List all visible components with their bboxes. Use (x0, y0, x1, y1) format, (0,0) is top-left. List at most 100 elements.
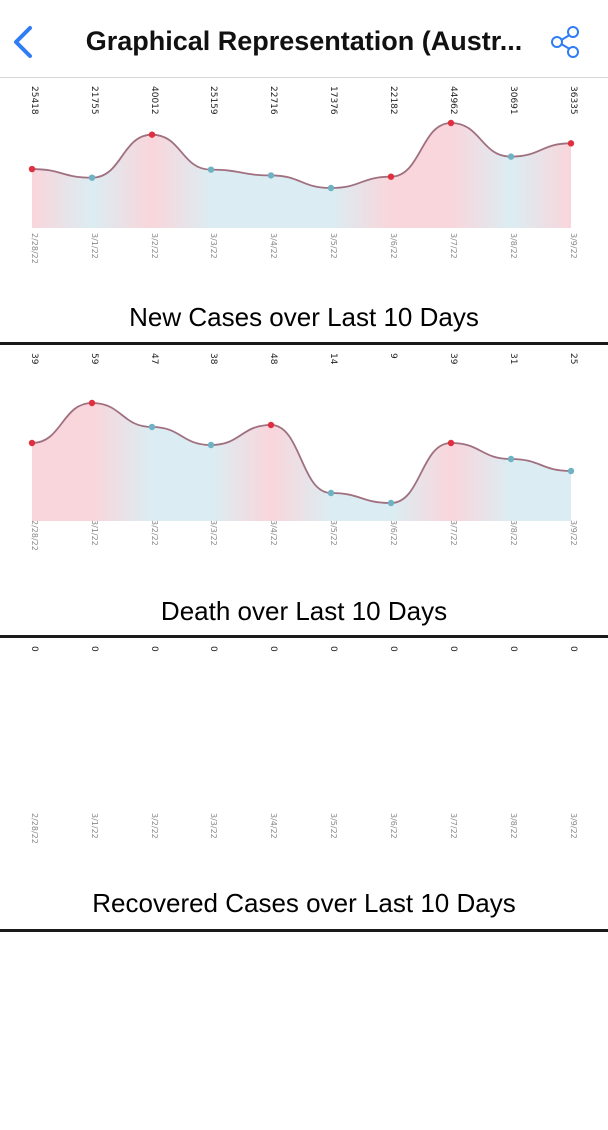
value-label: 25 (568, 353, 578, 364)
value-label: 22716 (268, 86, 278, 115)
date-label: 3/2/22 (150, 520, 159, 546)
value-label: 47 (149, 353, 159, 364)
page-title: Graphical Representation (Austr... (85, 26, 523, 56)
value-label: 0 (448, 646, 458, 652)
value-label: 44962 (448, 86, 458, 115)
navigation-bar: Graphical Representation (Austr... (0, 0, 608, 78)
date-label: 2/28/22 (30, 813, 39, 844)
value-label: 25159 (208, 86, 218, 115)
data-point (387, 173, 395, 180)
data-point (327, 489, 335, 497)
value-label: 39 (29, 353, 39, 365)
data-point (207, 166, 215, 173)
date-label: 3/6/22 (389, 233, 398, 259)
chart-section-deaths: 39 59 47 38 48 14 9 39 31 25 2/28/22 3/1/22 3/2/22 3/… (0, 345, 608, 635)
recovered-chart: 0 0 0 0 0 0 0 0 0 0 2/28/22 3/1/22 3/2/22 3/3/22 3/4/2… (29, 646, 578, 844)
data-point (507, 153, 515, 160)
recovered-chart-title: Recovered Cases over Last 10 Days (92, 888, 516, 918)
value-label: 0 (508, 646, 518, 652)
value-label: 22182 (388, 86, 398, 115)
new-cases-chart-title: New Cases over Last 10 Days (129, 302, 479, 332)
data-point (567, 140, 575, 147)
value-label: 0 (149, 646, 159, 652)
section-divider (0, 635, 608, 638)
data-point (207, 441, 215, 449)
chart-section-recovered: 0 0 0 0 0 0 0 0 0 0 2/28/22 3/1/22 3/2/22 3/3/22 3/4/2… (0, 638, 608, 930)
data-point (267, 172, 275, 179)
value-label: 0 (29, 646, 39, 652)
date-label: 3/5/22 (329, 520, 338, 546)
date-label: 3/4/22 (269, 520, 278, 546)
value-label: 39 (448, 353, 458, 365)
date-label: 2/28/22 (30, 520, 39, 551)
data-point (28, 439, 36, 447)
date-label: 3/5/22 (329, 233, 338, 259)
value-label: 0 (388, 646, 398, 652)
data-point (88, 399, 96, 407)
date-label: 3/1/22 (90, 233, 99, 259)
value-label: 17376 (328, 86, 338, 115)
new-cases-chart: 25418 21755 40012 25159 22716 17376 22182 44962… (28, 86, 578, 264)
date-label: 3/7/22 (449, 233, 458, 259)
data-point (447, 439, 455, 447)
data-point (148, 423, 156, 431)
value-label: 48 (268, 353, 278, 365)
section-divider (0, 929, 608, 932)
value-label: 31 (508, 353, 518, 364)
data-point (148, 131, 156, 138)
value-label: 21755 (89, 86, 99, 115)
data-point (567, 467, 575, 475)
area-fill (32, 123, 571, 228)
series-line (31, 402, 572, 504)
date-label: 3/8/22 (509, 813, 518, 839)
value-label: 38 (208, 353, 218, 365)
deaths-chart-title: Death over Last 10 Days (160, 596, 448, 626)
date-label: 3/8/22 (509, 233, 518, 259)
data-point (88, 174, 96, 181)
date-label: 3/2/22 (150, 233, 159, 259)
data-point (387, 499, 395, 507)
value-label: 0 (89, 646, 99, 652)
date-label: 3/7/22 (449, 520, 458, 546)
deaths-chart: 39 59 47 38 48 14 9 39 31 25 2/28/22 3/1/22 3/2/22 3/… (28, 353, 578, 551)
date-label: 3/6/22 (389, 813, 398, 839)
data-point (447, 119, 455, 127)
date-label: 3/9/22 (569, 233, 578, 259)
date-label: 3/7/22 (449, 813, 458, 839)
value-label: 30691 (508, 86, 518, 115)
date-label: 3/5/22 (329, 813, 338, 839)
back-button[interactable] (8, 22, 42, 62)
value-label: 0 (568, 646, 578, 652)
chevron-left-icon (14, 26, 32, 58)
date-label: 2/28/22 (30, 233, 39, 264)
date-label: 3/6/22 (389, 520, 398, 546)
value-label: 9 (388, 353, 398, 359)
date-label: 3/1/22 (90, 520, 99, 546)
date-label: 3/9/22 (569, 813, 578, 839)
value-label: 0 (208, 646, 218, 652)
date-label: 3/3/22 (209, 813, 218, 839)
date-label: 3/8/22 (509, 520, 518, 546)
date-label: 3/4/22 (269, 233, 278, 259)
date-label: 3/3/22 (209, 233, 218, 259)
date-label: 3/9/22 (569, 520, 578, 546)
data-point (507, 455, 515, 463)
date-label: 3/1/22 (90, 813, 99, 839)
date-label: 3/4/22 (269, 813, 278, 839)
date-label: 3/3/22 (209, 520, 218, 546)
data-point (28, 165, 36, 173)
share-icon (551, 26, 579, 58)
data-point (267, 421, 275, 429)
value-label: 40012 (149, 86, 159, 115)
section-divider (0, 342, 608, 345)
value-label: 59 (89, 353, 99, 365)
value-label: 36335 (568, 86, 578, 115)
value-label: 14 (328, 353, 338, 365)
value-label: 0 (268, 646, 278, 652)
series-line (31, 122, 572, 189)
value-label: 25418 (29, 86, 39, 115)
chart-section-new-cases: 25418 21755 40012 25159 22716 17376 22182 44962… (0, 78, 608, 343)
date-label: 3/2/22 (150, 813, 159, 839)
share-button[interactable] (548, 24, 584, 60)
data-point (327, 184, 335, 192)
